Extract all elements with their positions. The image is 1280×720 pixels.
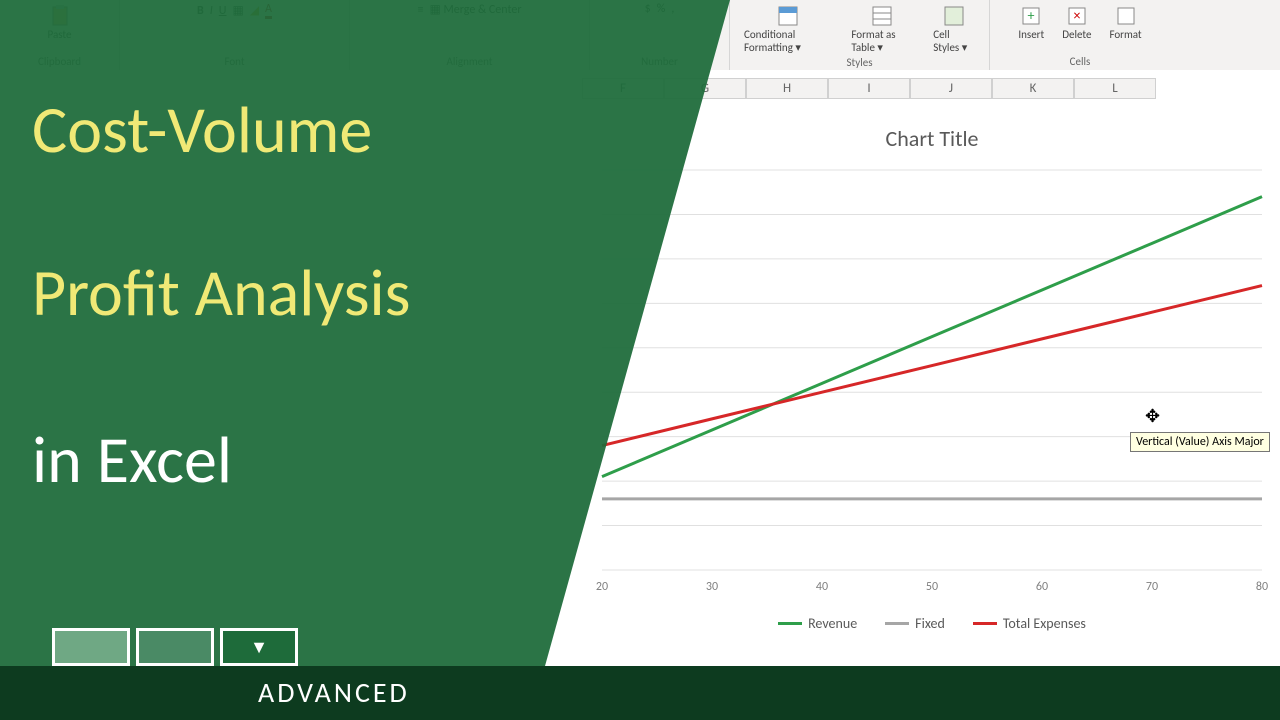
- svg-text:×: ×: [1073, 7, 1080, 24]
- delete-button[interactable]: × Delete: [1058, 2, 1095, 43]
- svg-text:30: 30: [706, 580, 718, 594]
- move-cursor-icon: ✥: [1145, 405, 1160, 427]
- svg-text:50: 50: [926, 580, 938, 594]
- svg-text:70: 70: [1146, 580, 1158, 594]
- difficulty-box: [136, 628, 214, 666]
- active-arrow-icon: ▼: [250, 636, 268, 658]
- cvp-chart[interactable]: Chart Title $-$1,000$2,000$3,000$4,000$5…: [582, 125, 1280, 645]
- difficulty-label: ADVANCED: [258, 675, 410, 710]
- styles-group-label: Styles: [846, 56, 872, 69]
- svg-text:20: 20: [596, 580, 608, 594]
- title-line-1: Cost-Volume: [32, 95, 372, 164]
- conditional-formatting-button[interactable]: Conditional Formatting ▾: [740, 2, 835, 56]
- legend-item: Total Expenses: [973, 615, 1086, 632]
- cells-group-label: Cells: [1070, 55, 1091, 68]
- svg-text:60: 60: [1036, 580, 1048, 594]
- legend-item: Fixed: [885, 615, 945, 632]
- chart-legend: Revenue Fixed Total Expenses: [582, 615, 1280, 632]
- legend-item: Revenue: [778, 615, 857, 632]
- difficulty-box: [52, 628, 130, 666]
- column-header[interactable]: H: [746, 78, 828, 99]
- column-header[interactable]: L: [1074, 78, 1156, 99]
- chart-canvas: $-$1,000$2,000$3,000$4,000$5,000$6,000$7…: [582, 160, 1280, 610]
- bottom-bar: ADVANCED: [0, 666, 1280, 720]
- difficulty-boxes: ▼: [52, 628, 298, 666]
- svg-text:40: 40: [816, 580, 828, 594]
- column-header[interactable]: J: [910, 78, 992, 99]
- title-line-3: in Excel: [32, 425, 232, 494]
- cell-styles-button[interactable]: Cell Styles ▾: [929, 2, 979, 56]
- insert-button[interactable]: + Insert: [1014, 2, 1048, 43]
- svg-text:80: 80: [1256, 580, 1268, 594]
- ribbon-group-cells: + Insert × Delete Format Cells: [990, 0, 1170, 70]
- format-button[interactable]: Format: [1105, 2, 1145, 43]
- column-header[interactable]: K: [992, 78, 1074, 99]
- column-header[interactable]: I: [828, 78, 910, 99]
- axis-tooltip: Vertical (Value) Axis Major: [1130, 432, 1270, 452]
- ribbon-group-styles: Conditional Formatting ▾ Format as Table…: [730, 0, 990, 70]
- difficulty-box: ▼: [220, 628, 298, 666]
- svg-text:+: +: [1028, 7, 1035, 24]
- title-line-2: Profit Analysis: [32, 258, 410, 327]
- format-as-table-button[interactable]: Format as Table ▾: [847, 2, 917, 56]
